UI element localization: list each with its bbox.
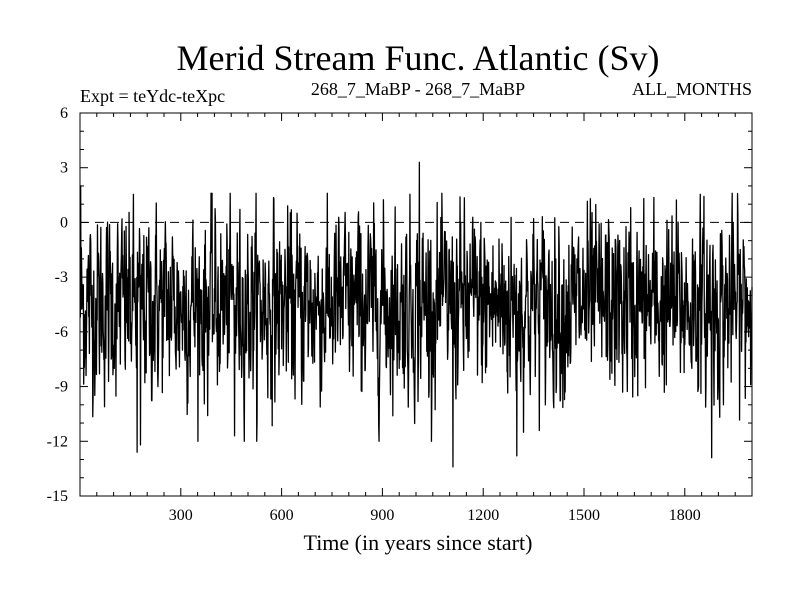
run-label: 268_7_MaBP - 268_7_MaBP [311, 79, 525, 99]
x-tick-label: 900 [370, 507, 394, 524]
months-label: ALL_MONTHS [632, 79, 752, 99]
x-tick-label: 600 [270, 507, 294, 524]
y-tick-label: -9 [55, 379, 68, 396]
x-tick-label: 1500 [568, 507, 600, 524]
y-tick-label: 3 [60, 160, 68, 177]
y-tick-label: -12 [47, 433, 68, 450]
axis-ticks: 6 3 0 -3 -6 -9 -12 -15 300 600 900 1200 1500 1800 [47, 105, 752, 524]
x-tick-label: 300 [169, 507, 193, 524]
x-tick-label: 1800 [669, 507, 701, 524]
chart-title: Merid Stream Func. Atlantic (Sv) [177, 38, 660, 78]
series-group [79, 161, 753, 468]
y-tick-label: -15 [47, 488, 68, 505]
x-tick-label: 1200 [467, 507, 499, 524]
y-tick-label: 6 [60, 105, 68, 122]
series-line [79, 161, 753, 468]
y-tick-label: 0 [60, 214, 68, 231]
y-tick-label: -6 [55, 324, 68, 341]
y-tick-label: -3 [55, 269, 68, 286]
experiment-label: Expt = teYdc-teXpc [80, 86, 225, 106]
x-axis-label: Time (in years since start) [304, 530, 533, 555]
